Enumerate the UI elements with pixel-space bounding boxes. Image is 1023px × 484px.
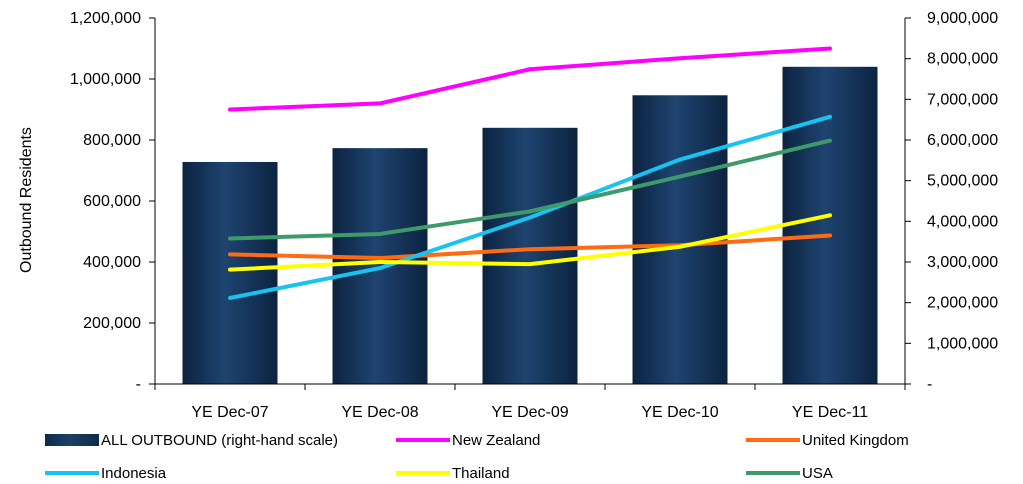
line-usa: [228, 138, 832, 241]
x-tick-label: YE Dec-07: [191, 404, 268, 421]
x-tick-label: YE Dec-10: [641, 404, 718, 421]
left-tick-label: 200,000: [83, 315, 141, 332]
right-tick-label: 8,000,000: [927, 51, 998, 68]
left-tick-label: 600,000: [83, 193, 141, 210]
left-tick-label: -: [136, 376, 141, 393]
line-series-group: [228, 46, 832, 300]
line-indonesia: [228, 114, 832, 300]
right-tick-label: 6,000,000: [927, 132, 998, 149]
line-thailand: [228, 213, 832, 272]
left-tick-label: 400,000: [83, 254, 141, 271]
x-tick-label: YE Dec-11: [792, 404, 868, 421]
right-tick-label: 4,000,000: [927, 213, 998, 230]
x-tick-label: YE Dec-08: [341, 404, 418, 421]
right-tick-label: 7,000,000: [927, 91, 998, 108]
right-tick-label: -: [927, 376, 932, 393]
right-tick-label: 5,000,000: [927, 173, 998, 190]
right-tick-label: 3,000,000: [927, 254, 998, 271]
right-tick-label: 9,000,000: [927, 10, 998, 27]
left-tick-label: 1,000,000: [70, 71, 141, 88]
axes: - 200,000 400,000 600,000 800,000 1,000,000 1,…: [70, 10, 998, 421]
right-tick-label: 1,000,000: [927, 335, 998, 352]
bar-ye-dec-11: [782, 66, 878, 385]
left-tick-label: 800,000: [83, 132, 141, 149]
bar-ye-dec-07: [182, 161, 278, 384]
bar-ye-dec-09: [482, 127, 578, 385]
line-new-zealand: [228, 46, 832, 112]
x-tick-label: YE Dec-09: [491, 404, 568, 421]
left-tick-label: 1,200,000: [70, 10, 141, 27]
right-tick-label: 2,000,000: [927, 295, 998, 312]
line-united-kingdom: [228, 233, 832, 261]
y-axis-title: Outbound Residents: [18, 127, 35, 273]
